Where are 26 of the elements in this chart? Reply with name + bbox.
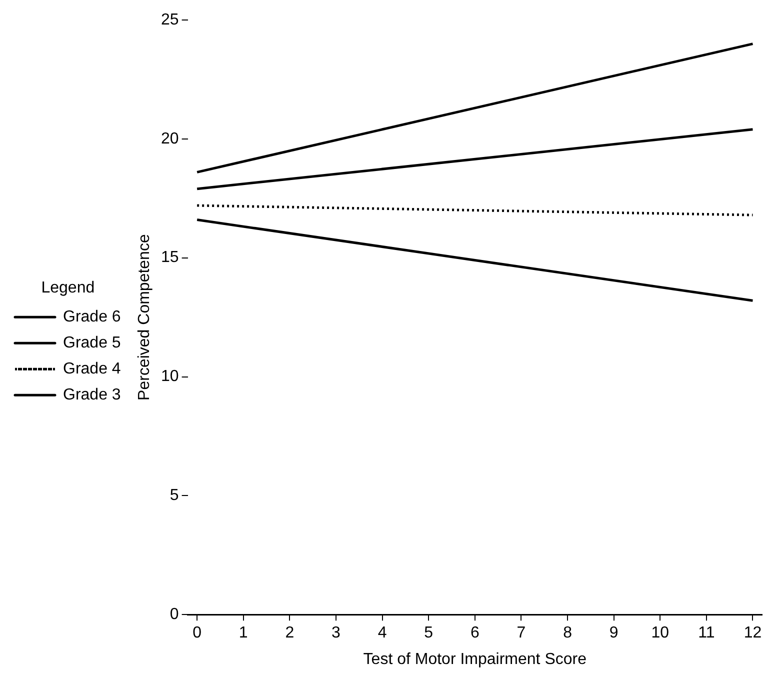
y-axis-title: Perceived Competence: [136, 234, 153, 400]
y-tick-label: 25: [161, 11, 179, 28]
legend-label: Grade 3: [63, 386, 121, 404]
x-tick-label: 0: [192, 624, 202, 642]
x-tick-label: 8: [563, 624, 572, 642]
x-tick-label: 3: [332, 624, 341, 642]
y-tick-label: 20: [161, 130, 179, 148]
x-tick-label: 1: [238, 624, 248, 642]
x-tick-label: 7: [516, 624, 526, 642]
legend-title: Legend: [41, 279, 95, 296]
x-tick-label: 12: [744, 624, 762, 642]
x-tick-label: 6: [470, 624, 480, 642]
y-tick-label: 5: [170, 487, 179, 504]
x-tick-label: 5: [424, 624, 434, 642]
y-tick-label: 0: [170, 606, 179, 624]
x-tick-label: 11: [698, 624, 715, 642]
x-tick-label: 9: [609, 624, 618, 642]
x-tick-label: 2: [285, 624, 294, 642]
x-tick-label: 4: [378, 624, 387, 642]
legend-label: Grade 5: [63, 334, 121, 352]
y-tick-label: 15: [161, 249, 179, 266]
y-tick-label: 10: [161, 368, 179, 386]
x-axis-title: Test of Motor Impairment Score: [363, 650, 587, 668]
x-tick-label: 10: [651, 624, 670, 642]
legend-label: Grade 6: [63, 308, 121, 326]
legend-label: Grade 4: [63, 360, 121, 378]
